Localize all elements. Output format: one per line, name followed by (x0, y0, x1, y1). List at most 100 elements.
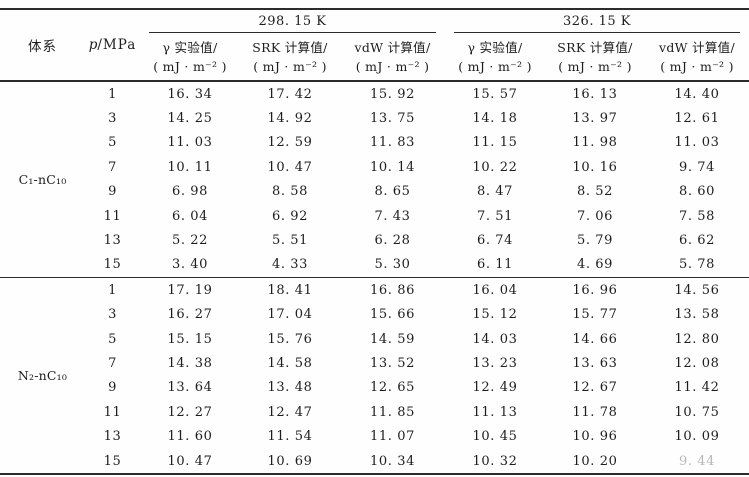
value-cell: 13. 48 (267, 380, 313, 396)
value-cell: 6. 74 (476, 233, 514, 249)
value-cell: 12. 08 (674, 355, 720, 371)
value-cell: 6. 04 (171, 208, 209, 224)
value-cell: 16. 04 (472, 282, 518, 298)
table-row: 3 14. 25 14. 92 13. 75 14. 18 13. 97 12. 61 (0, 106, 749, 130)
value-cell: 11. 78 (572, 404, 618, 420)
value-cell: 10. 45 (472, 429, 518, 445)
value-cell: 7. 58 (678, 208, 716, 224)
temp-label-298: 298. 15 K (258, 14, 327, 29)
value-cell: 13. 52 (370, 355, 415, 371)
pressure-cell: 15 (103, 453, 122, 469)
value-cell: 14. 59 (370, 331, 415, 347)
table-row: 15 3. 40 4. 33 5. 30 6. 11 4. 69 5. 78 (0, 252, 749, 279)
value-cell: 11. 03 (167, 135, 213, 151)
table-row: 5 11. 03 12. 59 11. 83 11. 15 11. 98 11. 03 (0, 131, 749, 155)
value-cell: 9. 74 (678, 159, 716, 175)
value-cell: 10. 34 (370, 453, 415, 469)
table-row: 9 13. 64 13. 48 12. 65 12. 49 12. 67 11. 42 (0, 376, 749, 400)
table-row: 11 6. 04 6. 92 7. 43 7. 51 7. 06 7. 58 (0, 204, 749, 228)
value-cell: 10. 16 (572, 159, 618, 175)
value-cell: 10. 32 (472, 453, 518, 469)
table-row: N₂-nC₁₀ 1 17. 19 18. 41 16. 86 16. 04 16. 96 14… (0, 278, 749, 383)
table-row: 13 5. 22 5. 51 6. 28 6. 74 5. 79 6. 62 (0, 228, 749, 252)
value-cell: 5. 78 (645, 252, 749, 279)
value-cell: 6. 62 (678, 233, 716, 249)
column-header-vdw-calc-326: vdW 计算值/ ( mJ · m⁻² ) (645, 33, 749, 82)
pressure-cell: 3 (108, 307, 117, 323)
value-cell: 11. 13 (472, 404, 518, 420)
value-cell: 14. 18 (472, 111, 518, 127)
value-cell: 17. 19 (167, 282, 213, 298)
value-cell: 11. 42 (674, 380, 720, 396)
table-row: 15 10. 47 10. 69 10. 34 10. 32 10. 20 9. 44 (0, 449, 749, 474)
value-cell: 16. 34 (167, 86, 213, 102)
value-cell: 11. 85 (370, 404, 415, 420)
value-cell: 11. 98 (572, 135, 618, 151)
pressure-cell: 13 (103, 429, 122, 445)
value-cell: 11. 03 (674, 135, 720, 151)
pressure-cell: 11 (103, 208, 122, 224)
value-cell: 6. 98 (171, 184, 209, 200)
pressure-cell: 9 (108, 184, 117, 200)
value-cell: 17. 42 (267, 86, 313, 102)
value-cell: 14. 92 (267, 111, 313, 127)
value-cell: 13. 58 (674, 307, 720, 323)
value-cell: 15. 57 (472, 86, 518, 102)
value-cell: 3. 40 (140, 252, 240, 279)
column-header-pressure: p/MPa (85, 9, 140, 82)
temperature-header-row: 体系 p/MPa 298. 15 K 326. 15 K (0, 9, 749, 82)
pressure-cell: 15 (85, 252, 140, 279)
table-row: C₁-nC₁₀ 1 16. 34 17. 42 15. 92 15. 57 16. 13 14… (0, 81, 749, 279)
value-cell: 12. 80 (674, 331, 720, 347)
value-cell: 15. 15 (167, 331, 213, 347)
value-cell: 13. 75 (370, 111, 415, 127)
pressure-symbol: p (88, 37, 98, 53)
value-cell: 10. 96 (572, 429, 618, 445)
value-cell: 5. 30 (340, 252, 445, 279)
value-cell: 16. 27 (167, 307, 213, 323)
subcolumn-header-row: γ 实验值/ ( mJ · m⁻² ) SRK 计算值/ ( mJ · m⁻² … (0, 33, 749, 82)
value-cell: 12. 67 (572, 380, 618, 396)
pressure-cell: 5 (108, 331, 117, 347)
value-cell: 8. 65 (374, 184, 411, 200)
table-row: 7 10. 11 10. 47 10. 14 10. 22 10. 16 9. 74 (0, 155, 749, 179)
value-cell: 13. 97 (572, 111, 618, 127)
value-cell: 12. 27 (167, 404, 213, 420)
value-cell: 8. 52 (576, 184, 614, 200)
value-cell: 16. 96 (572, 282, 618, 298)
value-cell: 14. 58 (267, 355, 313, 371)
value-cell: 13. 23 (472, 355, 518, 371)
column-header-srk-calc-326: SRK 计算值/ ( mJ · m⁻² ) (545, 33, 645, 82)
pressure-cell: 1 (108, 282, 117, 298)
value-cell: 10. 22 (472, 159, 518, 175)
value-cell: 11. 15 (472, 135, 518, 151)
pressure-cell: 5 (108, 135, 117, 151)
pressure-cell: 1 (108, 86, 117, 102)
value-cell: 10. 47 (267, 159, 313, 175)
value-cell: 16. 13 (572, 86, 618, 102)
pressure-cell: 7 (108, 355, 117, 371)
surface-tension-comparison-table: 体系 p/MPa 298. 15 K 326. 15 K γ 实验值/ ( mJ… (0, 8, 749, 476)
value-cell: 8. 60 (678, 184, 716, 200)
value-cell: 4. 69 (545, 252, 645, 279)
table-row: 3 16. 27 17. 04 15. 66 15. 12 15. 77 13. 58 (0, 303, 749, 327)
value-cell: 15. 66 (370, 307, 415, 323)
value-cell: 10. 47 (167, 453, 213, 469)
value-cell: 7. 51 (476, 208, 514, 224)
value-cell: 11. 54 (267, 429, 313, 445)
value-cell: 17. 04 (267, 307, 313, 323)
value-cell: 10. 69 (267, 453, 313, 469)
table-row: 13 11. 60 11. 54 11. 07 10. 45 10. 96 10. 09 (0, 424, 749, 448)
value-cell: 12. 61 (674, 111, 720, 127)
column-header-gamma-exp-326: γ 实验值/ ( mJ · m⁻² ) (445, 33, 545, 82)
column-header-vdw-calc-298: vdW 计算值/ ( mJ · m⁻² ) (340, 33, 445, 82)
pressure-cell: 13 (103, 233, 122, 249)
system-cell: C₁-nC₁₀ (0, 81, 85, 279)
value-cell: 7. 06 (576, 208, 614, 224)
value-cell: 10. 14 (370, 159, 415, 175)
pressure-cell: 11 (103, 404, 122, 420)
value-cell: 10. 11 (167, 159, 213, 175)
pressure-unit: /MPa (97, 37, 137, 53)
value-cell: 7. 43 (374, 208, 411, 224)
